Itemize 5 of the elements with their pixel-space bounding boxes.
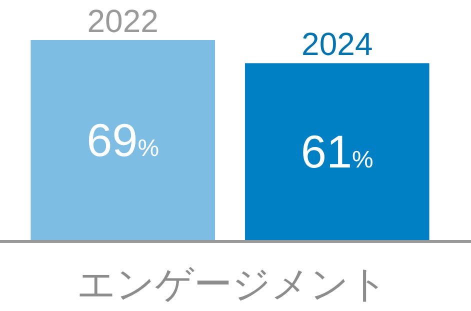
data-label: 61% xyxy=(300,126,374,178)
data-label: 69% xyxy=(86,114,160,166)
x-tick-label: 2024 xyxy=(302,26,373,62)
x-axis-title: エンゲージメント xyxy=(77,264,388,306)
x-tick-label: 2022 xyxy=(87,3,158,39)
